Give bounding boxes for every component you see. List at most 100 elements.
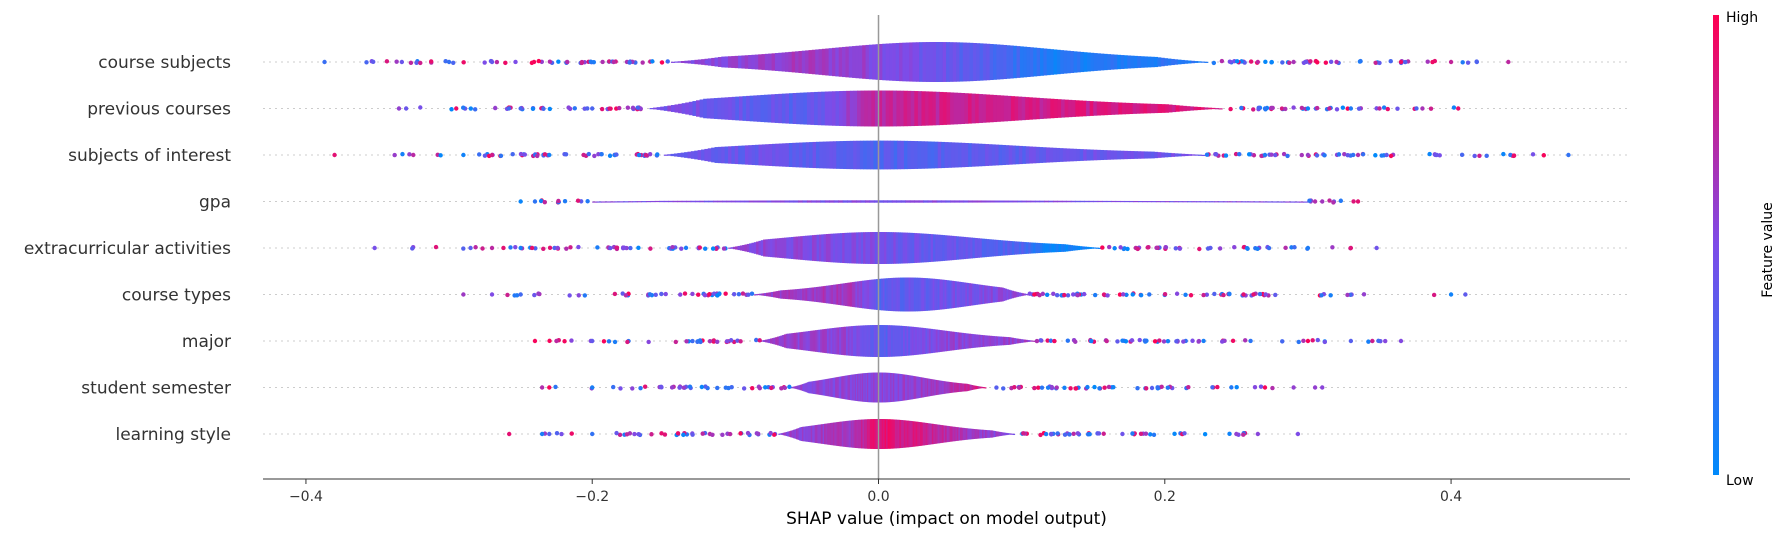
violin-slice xyxy=(1154,103,1159,114)
violin-slice xyxy=(904,326,908,356)
shap-point xyxy=(614,430,619,436)
violin-slice xyxy=(856,419,859,449)
violin-slice xyxy=(1025,242,1029,254)
violin-slice xyxy=(1089,149,1094,161)
shap-point xyxy=(1120,431,1125,437)
violin-slice xyxy=(908,420,911,448)
shap-point xyxy=(547,431,552,437)
violin-slice xyxy=(1123,150,1128,160)
violin-slice xyxy=(1069,148,1074,162)
violin-slice xyxy=(935,42,940,82)
violin-slice xyxy=(906,374,909,401)
violin-slice xyxy=(958,236,962,260)
shap-point xyxy=(1201,292,1206,298)
shap-point xyxy=(690,432,695,437)
violin-slice xyxy=(860,419,864,449)
violin-slice xyxy=(1023,293,1026,296)
shap-point xyxy=(1106,244,1112,250)
violin-slice xyxy=(1021,293,1025,296)
shap-point xyxy=(608,245,613,251)
violin-slice xyxy=(1222,201,1229,203)
shap-point xyxy=(746,292,751,297)
violin-slice xyxy=(1018,145,1023,165)
violin-slice xyxy=(1227,201,1233,203)
violin-slice xyxy=(764,339,768,343)
shap-point xyxy=(1460,60,1465,65)
violin-slice xyxy=(918,422,921,446)
violin-slice xyxy=(836,377,839,398)
violin-slice xyxy=(812,287,815,302)
shap-point xyxy=(407,152,412,157)
shap-point xyxy=(418,105,423,110)
violin-slice xyxy=(966,333,970,349)
violin-slice xyxy=(973,429,976,439)
violin-slice xyxy=(1184,153,1189,157)
violin-slice xyxy=(837,376,840,399)
shap-point xyxy=(590,431,595,437)
violin-slice xyxy=(1084,200,1090,203)
violin-slice xyxy=(684,60,689,64)
violin-slice xyxy=(1174,59,1179,65)
violin-slice xyxy=(1093,200,1099,203)
violin-slice xyxy=(857,281,860,308)
violin-slice xyxy=(798,51,803,73)
shap-point xyxy=(1280,60,1285,65)
violin-slice xyxy=(785,93,790,124)
violin-slice xyxy=(852,325,856,357)
shap-point xyxy=(322,59,327,65)
violin-slice xyxy=(937,424,940,444)
violin-slice xyxy=(951,235,955,261)
shap-point xyxy=(1255,431,1261,437)
violin-slice xyxy=(1080,51,1085,73)
violin-slice xyxy=(847,420,850,448)
violin-slice xyxy=(726,200,732,203)
violin-slice xyxy=(1111,200,1117,203)
violin-slice xyxy=(978,386,981,389)
shap-point xyxy=(782,385,788,391)
violin-slice xyxy=(977,238,981,258)
violin-slice xyxy=(944,279,947,310)
violin-slice xyxy=(963,236,967,260)
violin-slice xyxy=(1083,149,1088,161)
shap-point xyxy=(1242,338,1248,343)
violin-slice xyxy=(985,144,990,166)
violin-slice xyxy=(789,200,795,203)
shap-point xyxy=(617,432,623,438)
shap-point xyxy=(714,246,719,252)
violin-slice xyxy=(1150,103,1155,114)
violin-slice xyxy=(645,201,651,203)
violin-slice xyxy=(898,277,901,312)
shap-point xyxy=(1320,199,1325,204)
shap-point xyxy=(1377,60,1382,66)
shap-point xyxy=(1345,152,1350,158)
shap-point xyxy=(1370,338,1375,344)
violin-slice xyxy=(917,376,920,399)
violin-slice xyxy=(1182,105,1187,112)
shap-point xyxy=(599,106,605,112)
violin-slice xyxy=(925,91,930,126)
shap-point xyxy=(1135,385,1140,391)
violin-slice xyxy=(970,237,974,259)
shap-point xyxy=(554,338,559,344)
violin-slice xyxy=(1182,201,1188,203)
shap-point xyxy=(1021,431,1026,436)
violin-slice xyxy=(928,328,932,354)
shap-point xyxy=(1350,152,1356,158)
violin-slice xyxy=(1025,293,1028,296)
violin-slice xyxy=(853,420,856,448)
violin-slice xyxy=(892,325,895,357)
violin-slice xyxy=(730,247,734,249)
shap-point xyxy=(576,293,581,298)
violin-slice xyxy=(814,380,817,395)
violin-slice xyxy=(792,142,797,168)
violin-slice xyxy=(735,96,740,121)
violin-slice xyxy=(751,144,756,166)
shap-point xyxy=(1106,384,1112,390)
violin-slice xyxy=(865,44,870,80)
violin-slice xyxy=(867,232,871,264)
violin-slice xyxy=(891,232,894,264)
violin-slice xyxy=(805,288,808,301)
violin xyxy=(592,200,1309,203)
violin-slice xyxy=(1204,107,1209,110)
shap-point xyxy=(1234,385,1239,390)
